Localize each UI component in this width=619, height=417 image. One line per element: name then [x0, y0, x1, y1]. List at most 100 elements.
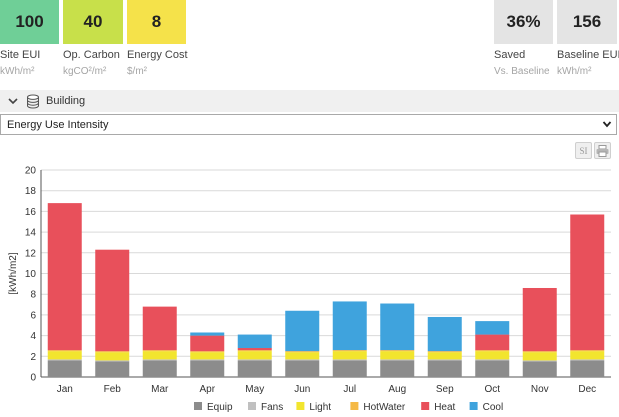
legend-label: Light	[309, 402, 331, 413]
bar-segment-fans	[332, 359, 367, 361]
bar-segment-heat	[47, 203, 82, 351]
bar-segment-heat	[237, 348, 272, 351]
y-tick-label: 8	[30, 290, 36, 301]
bar-segment-fans	[190, 359, 225, 361]
y-tick-label: 10	[25, 269, 37, 280]
x-tick-label: Jul	[343, 384, 356, 395]
bar-segment-cool	[380, 303, 415, 351]
x-tick-label: Aug	[388, 384, 406, 395]
bar-segment-hotwater	[475, 350, 510, 352]
metric-site-eui: 100 Site EUI kWh/m²	[0, 0, 59, 77]
caret-down-icon	[602, 121, 612, 128]
printer-icon	[596, 144, 609, 157]
metric-label: Energy Cost	[127, 49, 188, 61]
bar-segment-light	[332, 351, 367, 360]
metric-value: 156	[557, 0, 617, 44]
metric-energy-cost: 8 Energy Cost $/m²	[127, 0, 188, 77]
x-tick-label: Apr	[199, 384, 215, 395]
bar-segment-cool	[427, 316, 462, 352]
x-tick-label: Oct	[484, 384, 500, 395]
bar-segment-light	[47, 351, 82, 360]
y-tick-label: 20	[25, 166, 37, 177]
metric-select-dropdown[interactable]: Energy Use Intensity	[0, 114, 617, 135]
bar-segment-fans	[285, 359, 320, 361]
bar-segment-cool	[332, 301, 367, 351]
legend-swatch	[421, 402, 430, 410]
bar-segment-heat	[570, 214, 605, 351]
bar-segment-heat	[142, 306, 177, 351]
metric-baseline-eui: 156 Baseline EUI kWh/m²	[557, 0, 619, 77]
dropdown-selected-value: Energy Use Intensity	[7, 118, 109, 131]
legend-label: Cool	[483, 402, 504, 413]
legend-label: Heat	[434, 402, 455, 413]
bar-segment-light	[237, 351, 272, 360]
si-label: SI	[579, 145, 588, 156]
bar-segment-equip	[427, 360, 462, 377]
bar-segment-heat	[95, 249, 130, 352]
metric-label: Op. Carbon	[63, 49, 120, 61]
y-tick-label: 0	[30, 373, 36, 384]
bar-segment-hotwater	[142, 350, 177, 352]
metric-unit: kgCO²/m²	[63, 66, 107, 77]
legend-label: Equip	[207, 402, 233, 413]
metric-label: Site EUI	[0, 49, 41, 61]
x-tick-label: Dec	[578, 384, 596, 395]
bar-segment-hotwater	[570, 350, 605, 352]
legend-swatch	[469, 402, 478, 410]
bar-segment-cool	[285, 310, 320, 352]
bar-segment-hotwater	[47, 350, 82, 352]
y-axis-label: [kWh/m2]	[8, 252, 19, 294]
metric-unit: kWh/m²	[557, 66, 592, 77]
bar-segment-heat	[522, 287, 557, 352]
si-units-button[interactable]: SI	[575, 142, 592, 159]
bar-segment-equip	[95, 361, 130, 377]
bar-segment-fans	[47, 359, 82, 361]
legend-label: HotWater	[363, 402, 406, 413]
bar-segment-fans	[570, 359, 605, 361]
building-section-header[interactable]: Building	[0, 90, 619, 112]
bar-segment-hotwater	[380, 350, 415, 352]
print-button[interactable]	[594, 142, 611, 159]
bar-segment-fans	[475, 359, 510, 361]
bar-segment-equip	[570, 360, 605, 377]
bar-segment-light	[427, 352, 462, 360]
x-tick-label: Nov	[531, 384, 549, 395]
metric-op-carbon: 40 Op. Carbon kgCO²/m²	[63, 0, 123, 77]
monthly-eui-chart: 0 2 4 6 8 10 12 14 16 18 20 [kWh/m2] Jan Feb Mar Apr May…	[8, 166, 611, 413]
section-title: Building	[46, 95, 86, 107]
bar-segment-equip	[237, 360, 272, 377]
y-tick-label: 6	[30, 310, 36, 321]
metric-value: 36%	[494, 0, 553, 44]
bar-segment-cool	[237, 334, 272, 349]
chevron-down-icon[interactable]	[6, 94, 20, 108]
x-tick-label: Jan	[57, 384, 73, 395]
metric-unit: kWh/m²	[0, 66, 35, 77]
bar-segment-light	[570, 351, 605, 360]
x-tick-label: May	[245, 384, 264, 395]
metric-value: 8	[127, 0, 186, 44]
legend-swatch	[194, 402, 202, 410]
legend-swatch	[296, 402, 305, 410]
bar-segment-cool	[475, 321, 510, 335]
bar-segment-equip	[190, 360, 225, 377]
bar-segment-light	[142, 351, 177, 360]
y-tick-label: 18	[25, 186, 37, 197]
bar-segment-equip	[285, 360, 320, 377]
bar-segment-equip	[380, 360, 415, 377]
metric-unit: Vs. Baseline	[494, 66, 550, 77]
x-tick-label: Feb	[104, 384, 122, 395]
x-tick-label: Mar	[151, 384, 169, 395]
y-tick-label: 12	[25, 248, 37, 259]
bar-segment-light	[475, 351, 510, 360]
legend-swatch	[350, 402, 359, 410]
database-icon	[27, 94, 39, 108]
bar-segment-equip	[47, 360, 82, 377]
bar-segment-fans	[522, 360, 557, 362]
legend-label: Fans	[261, 402, 283, 413]
bar-segment-light	[190, 352, 225, 360]
x-tick-label: Jun	[294, 384, 310, 395]
bar-segment-heat	[475, 334, 510, 351]
bar-segment-cool	[190, 332, 225, 336]
metric-label: Saved	[494, 49, 526, 61]
bar-segment-light	[522, 352, 557, 361]
